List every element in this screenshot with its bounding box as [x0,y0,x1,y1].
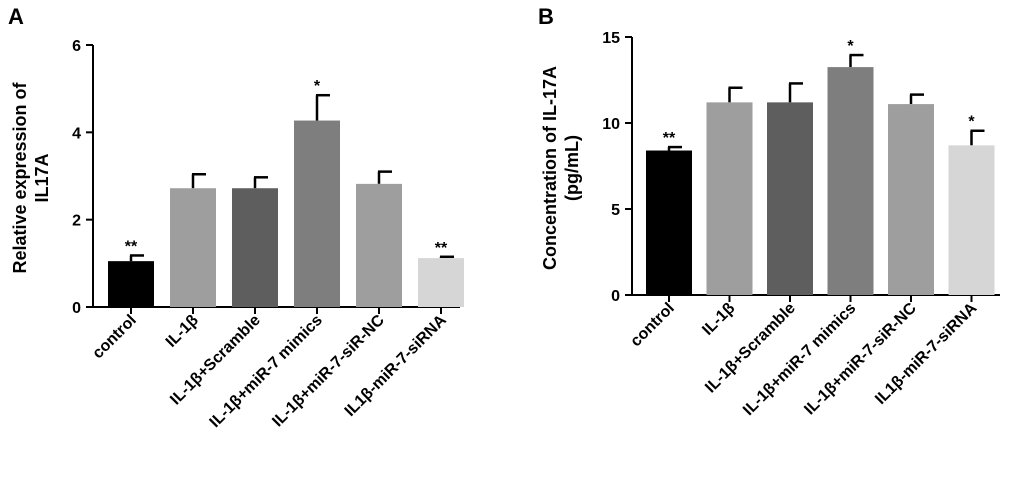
y-axis-label-line-2: (pg/mL) [562,135,582,201]
bar-6 [948,145,995,295]
x-tick-label: IL1β-miR-7-siRNA [342,311,451,420]
y-axis-label: Concentration of IL-17A (pg/mL) [540,66,582,270]
significance-marker: ** [125,238,138,255]
panel-b: B Concentration of IL-17A (pg/mL) 0 5 10 15… [538,4,1000,419]
x-tick-label: IL-1β+miR-7 mimics [740,300,859,419]
significance-marker: ** [663,130,676,147]
panel-letter: B [538,4,554,29]
y-axis-label-line-1: Concentration of IL-17A [540,66,560,270]
significance-marker: * [847,38,854,55]
y-tick-label: 10 [602,116,620,133]
y-axis-label: Relative expression of IL17A [10,81,52,273]
bar-1 [646,150,692,295]
x-tick-label: control [89,312,139,362]
bar-1 [108,261,154,307]
bar-6 [418,258,464,307]
panel-a: A Relative expression of IL17A 0 2 4 6 ** con… [8,4,464,431]
bar-3 [767,102,813,295]
y-tick-label: 5 [611,202,620,219]
bar-5 [888,104,934,295]
x-tick-label: IL-1β+miR-7-siR-NC [801,299,920,418]
bar-5 [356,183,402,307]
significance-marker: * [968,114,975,131]
y-tick-label: 15 [602,30,620,47]
significance-marker: * [314,78,321,95]
significance-marker: ** [435,240,448,257]
x-tick-label: IL-1β+miR-7 mimics [207,312,326,431]
y-tick-label: 0 [72,300,81,317]
bar-3 [232,188,278,307]
y-tick-label: 4 [72,125,81,142]
panel-letter: A [8,4,24,29]
y-tick-label: 0 [611,288,620,305]
y-tick-label: 6 [72,38,81,55]
bar-4 [294,120,340,307]
bar-4 [827,67,874,295]
y-axis-label-line-2: IL17A [32,153,52,202]
x-tick-label: IL-1β+miR-7-siR-NC [269,311,388,430]
x-tick-label: control [627,300,677,350]
bar-2 [706,102,753,295]
x-tick-label: IL-1β [699,300,738,339]
y-axis-label-line-1: Relative expression of [10,81,30,273]
x-tick-label: IL-1β [163,312,202,351]
y-tick-label: 2 [72,213,81,230]
bar-2 [170,188,216,307]
x-tick-label: IL1β-miR-7-siRNA [872,299,981,408]
